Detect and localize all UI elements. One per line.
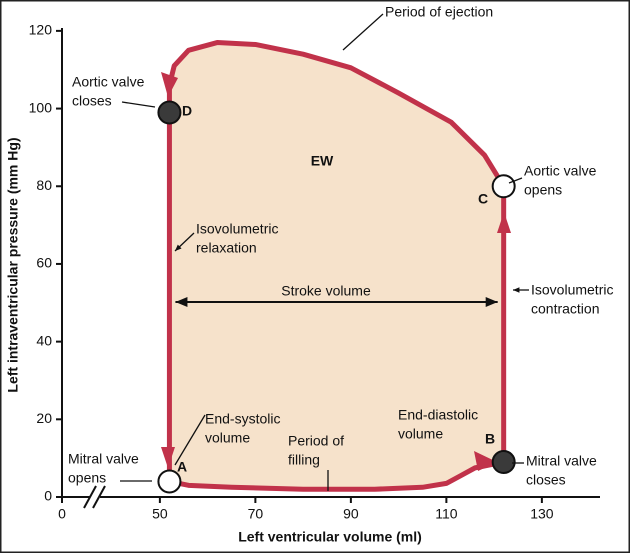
x-tick-label: 130 <box>530 506 554 522</box>
annotation: Mitral valve <box>526 453 597 469</box>
axis-break-gap <box>90 490 100 504</box>
annotation: Period of ejection <box>385 4 493 20</box>
plot <box>161 40 511 492</box>
point-label: B <box>485 431 495 447</box>
point-label: A <box>177 459 187 475</box>
axis-break <box>92 485 106 509</box>
annotation: Isovolumetric <box>531 282 613 298</box>
loop-area <box>169 42 504 490</box>
annotation: volume <box>398 426 443 442</box>
leader-line <box>121 101 156 108</box>
flow-arrow <box>474 451 497 471</box>
y-tick-label: 20 <box>36 410 52 426</box>
flow-arrow <box>161 72 178 97</box>
annotation: Stroke volume <box>281 283 371 299</box>
leader-line <box>174 414 206 466</box>
x-tick-label: 90 <box>343 506 359 522</box>
y-tick-label: 60 <box>36 255 52 271</box>
leader-head <box>175 244 182 251</box>
annotation: volume <box>205 430 250 446</box>
y-tick-label: 120 <box>29 22 53 38</box>
annotation: Period of <box>288 433 344 449</box>
flow-arrow <box>161 447 175 468</box>
valve-point <box>157 100 182 125</box>
annotation: filling <box>288 452 320 468</box>
annotation: Aortic valve <box>72 74 145 90</box>
annotation: closes <box>526 472 566 488</box>
annotation: Mitral valve <box>68 451 139 467</box>
annotation: Isovolumetric <box>196 221 278 237</box>
y-tick-label: 0 <box>44 488 52 504</box>
flow-arrow <box>497 212 511 233</box>
loop-line <box>166 40 507 492</box>
valve-point <box>157 469 182 494</box>
valve-point <box>491 174 516 199</box>
y-tick-label: 80 <box>36 177 52 193</box>
leader-head <box>513 287 520 293</box>
annotation: opens <box>524 182 562 198</box>
leader-line <box>508 177 523 184</box>
x-axis-label: Left ventricular volume (ml) <box>238 529 422 545</box>
annotation: relaxation <box>196 240 257 256</box>
annotation: opens <box>68 470 106 486</box>
annotation: End-systolic <box>205 411 280 427</box>
point-label: C <box>478 191 488 207</box>
annotation: End-diastolic <box>398 407 478 423</box>
y-tick-label: 100 <box>29 99 53 115</box>
annotation: contraction <box>531 301 599 317</box>
annotation: closes <box>72 93 112 109</box>
valve-point <box>491 450 516 475</box>
leader-line <box>342 13 384 51</box>
axis-break <box>83 485 97 509</box>
annotation: EW <box>311 153 334 169</box>
arrow-head <box>485 297 498 307</box>
y-tick-label: 40 <box>36 332 52 348</box>
x-tick-label: 50 <box>152 506 168 522</box>
arrow-head <box>175 297 188 307</box>
x-tick-label: 70 <box>248 506 264 522</box>
point-label: D <box>182 103 192 119</box>
annotation: Aortic valve <box>524 163 597 179</box>
x-tick-label: 0 <box>58 506 66 522</box>
x-tick-label: 110 <box>435 506 458 522</box>
y-axis-label: Left intraventricular pressure (mm Hg) <box>5 137 21 392</box>
